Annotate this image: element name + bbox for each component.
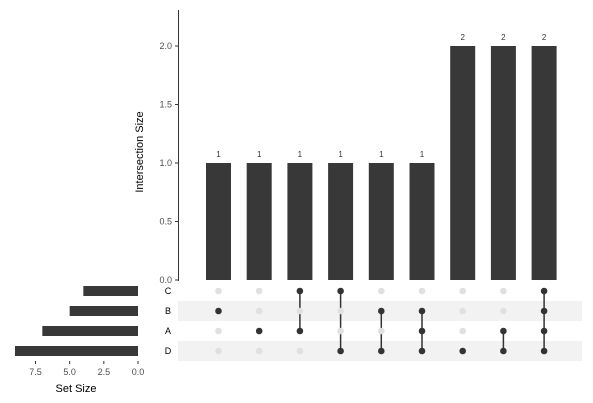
intersection-matrix [215,287,548,355]
intersection-bar [328,163,354,280]
intersection-bar-value: 1 [216,150,221,159]
intersection-bar [531,46,557,280]
set-size-bar [83,286,138,296]
intersection-bar [246,163,272,280]
intersection-bar-value: 2 [501,33,506,42]
matrix-dot-inactive [255,307,263,315]
intersection-bar-value: 1 [338,150,343,159]
matrix-dot-inactive [337,307,344,315]
matrix-dot-active [540,287,548,295]
matrix-dot-active [418,347,426,355]
matrix-dot-inactive [255,287,263,295]
matrix-dot-active [418,327,426,335]
matrix-dot-active [418,307,426,315]
matrix-dot-active [540,307,548,315]
x-tick-label: 7.5 [29,367,42,377]
matrix-dot-active [500,347,507,355]
matrix-dot-inactive [378,287,385,295]
matrix-dot-active [296,327,304,335]
y-tick-label: 1.5 [159,100,172,110]
set-label: D [165,346,172,356]
matrix-dot-active [500,327,507,335]
y-tick-label: 1.0 [159,158,172,168]
intersection-bar [206,163,231,280]
intersection-bar-value: 1 [379,150,384,159]
matrix-dot-inactive [296,307,304,315]
matrix-dot-inactive [459,287,467,295]
matrix-dot-inactive [215,287,222,295]
matrix-dot-inactive [215,347,222,355]
intersection-bar-value: 1 [257,150,262,159]
matrix-dot-inactive [215,327,222,335]
matrix-dot-inactive [459,327,467,335]
set-label: C [165,286,172,296]
intersection-bar [409,163,435,280]
intersection-bar-value: 1 [298,150,303,159]
matrix-dot-active [540,327,548,335]
set-size-axis-title: Set Size [56,383,97,395]
x-tick-label: 2.5 [98,367,111,377]
matrix-dot-active [215,307,222,315]
intersection-bars: 1 1 1 1 1 1 2 2 2 [206,33,557,280]
intersection-bar-value: 1 [420,150,425,159]
matrix-dot-active [378,307,385,315]
set-size-bar [15,346,138,356]
y-tick-label: 0.5 [159,217,172,227]
intersection-bar [450,46,476,280]
matrix-dot-active [337,287,344,295]
matrix-dot-inactive [296,347,304,355]
x-tick-label: 0.0 [132,367,145,377]
intersection-bar-value: 2 [542,33,547,42]
y-tick-label: 0.0 [159,275,172,285]
matrix-dot-inactive [500,307,507,315]
matrix-dot-active [459,347,467,355]
set-size-bar [69,306,138,316]
matrix-dot-active [378,347,385,355]
set-label: A [165,326,171,336]
matrix-dot-inactive [337,327,344,335]
matrix-dot-active [255,327,263,335]
matrix-dot-active [540,347,548,355]
intersection-bar [490,46,516,280]
matrix-dot-inactive [500,287,507,295]
set-size-bars: 7.5 5.0 2.5 0.0 [15,286,144,377]
y-tick-label: 2.0 [159,41,172,51]
intersection-bar-value: 2 [460,33,465,42]
intersection-bar [368,163,394,280]
x-tick-label: 5.0 [63,367,76,377]
matrix-dot-active [296,287,304,295]
intersection-y-axis: 0.0 0.5 1.0 1.5 2.0 [159,10,179,285]
matrix-dot-active [337,347,344,355]
set-size-bar [42,326,139,336]
matrix-dot-inactive [378,327,385,335]
intersection-size-axis-title: Intersection Size [134,111,146,192]
matrix-dot-inactive [459,307,467,315]
set-label: B [165,306,171,316]
matrix-dot-inactive [418,287,426,295]
intersection-bar [287,163,313,280]
matrix-dot-inactive [255,347,263,355]
